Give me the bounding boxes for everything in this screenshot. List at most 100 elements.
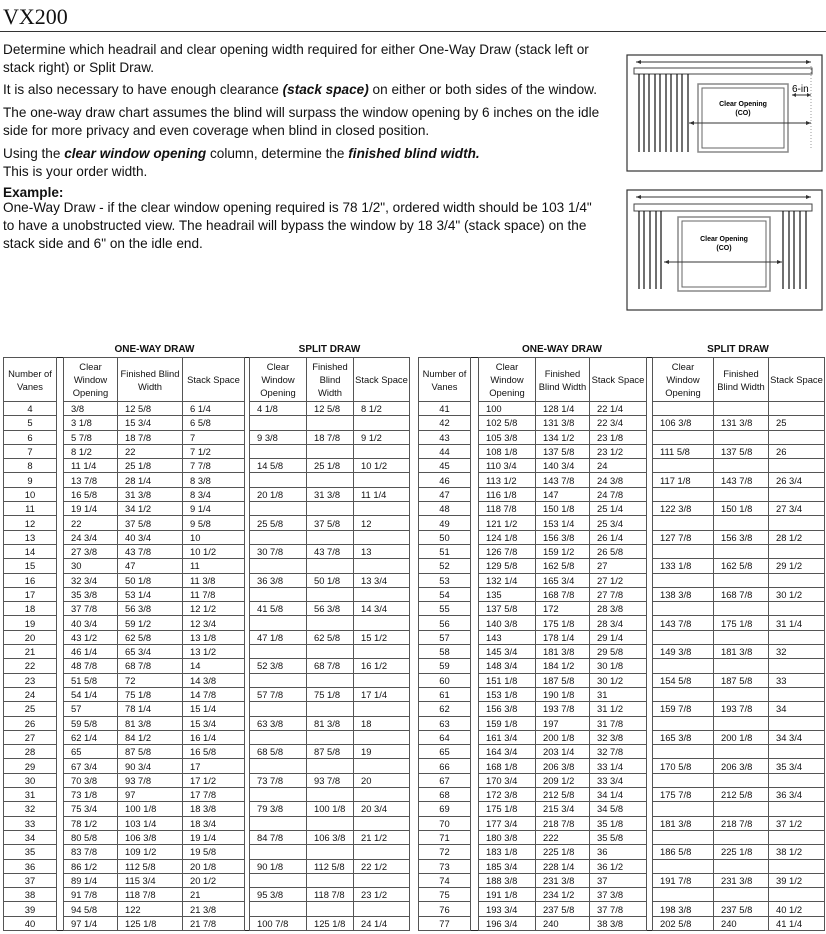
cell-vanes: 67 — [418, 772, 471, 789]
table-row: 48 118 7/8 150 1/8 25 1/4 122 3/8 150 1/8 27 3… — [418, 501, 825, 517]
table-row: 47 116 1/8 147 24 7/8 — [418, 486, 825, 503]
column-gap — [56, 916, 64, 931]
example-heading: Example: — [3, 185, 64, 200]
cell-split-finished-blind-width — [306, 844, 354, 860]
cell-split-stack-space — [768, 829, 825, 846]
table-row: 70 177 3/4 218 7/8 35 1/8 181 3/8 218 7/8 37 1… — [418, 815, 825, 831]
cell-split-finished-blind-width — [713, 887, 769, 903]
cell-split-clear-window-opening: 4 1/8 — [249, 400, 307, 417]
cell-one-way-stack-space: 24 7/8 — [589, 486, 647, 503]
cell-split-stack-space: 27 3/4 — [768, 501, 825, 517]
cell-vanes: 39 — [3, 901, 57, 917]
cell-split-clear-window-opening — [652, 744, 714, 760]
cell-split-stack-space: 21 1/2 — [353, 829, 410, 846]
cell-vanes: 10 — [3, 486, 57, 503]
cell-one-way-clear-window-opening: 110 3/4 — [478, 458, 536, 474]
cell-one-way-stack-space: 26 5/8 — [589, 543, 647, 560]
cell-vanes: 20 — [3, 629, 57, 646]
column-gap — [470, 472, 479, 488]
cell-split-stack-space: 18 — [353, 715, 410, 731]
cell-split-clear-window-opening — [652, 887, 714, 903]
cell-split-stack-space — [768, 887, 825, 903]
column-gap — [470, 730, 479, 745]
cell-one-way-stack-space: 11 7/8 — [182, 586, 245, 603]
cell-vanes: 28 — [3, 744, 57, 760]
cell-one-way-clear-window-opening: 70 3/8 — [63, 772, 118, 789]
cell-split-finished-blind-width: 18 7/8 — [306, 429, 354, 445]
column-gap — [56, 501, 64, 516]
cell-vanes: 33 — [3, 815, 57, 831]
cell-one-way-finished-blind-width: 31 3/8 — [117, 486, 183, 503]
column-gap — [470, 430, 479, 445]
cell-vanes: 9 — [3, 472, 57, 488]
cell-vanes: 29 — [3, 758, 57, 774]
cell-split-finished-blind-width — [713, 686, 769, 703]
cell-split-clear-window-opening: 30 7/8 — [249, 543, 307, 560]
table-row: 77 196 3/4 240 38 3/8 202 5/8 240 41 1/4 — [418, 915, 825, 931]
cell-split-clear-window-opening — [249, 586, 307, 603]
cell-split-finished-blind-width: 137 5/8 — [713, 443, 769, 460]
cell-one-way-finished-blind-width: 172 — [535, 601, 590, 617]
cell-vanes: 11 — [3, 501, 57, 517]
cell-vanes: 77 — [418, 915, 471, 931]
cell-one-way-stack-space: 23 1/8 — [589, 429, 647, 445]
column-gap — [56, 801, 64, 817]
column-gap — [470, 401, 479, 416]
cell-one-way-finished-blind-width: 237 5/8 — [535, 901, 590, 917]
column-gap — [56, 601, 64, 616]
intro-paragraph-2: It is also necessary to have enough clea… — [3, 81, 603, 99]
cell-split-finished-blind-width — [713, 400, 769, 417]
cell-one-way-stack-space: 32 3/8 — [589, 729, 647, 746]
column-gap — [470, 873, 479, 888]
cell-split-finished-blind-width — [713, 858, 769, 874]
table-row: 44 108 1/8 137 5/8 23 1/2 111 5/8 137 5/8 26 — [418, 443, 825, 460]
cell-one-way-clear-window-opening: 40 3/4 — [63, 615, 118, 631]
cell-split-finished-blind-width — [306, 415, 354, 431]
cell-vanes: 27 — [3, 729, 57, 746]
cell-vanes: 50 — [418, 529, 471, 545]
cell-one-way-stack-space: 35 5/8 — [589, 829, 647, 846]
window-frame — [677, 216, 771, 292]
cell-split-clear-window-opening: 106 3/8 — [652, 415, 714, 431]
table-row: 43 105 3/8 134 1/2 23 1/8 — [418, 429, 825, 445]
cell-one-way-clear-window-opening: 161 3/4 — [478, 729, 536, 746]
table-row: 65 164 3/4 203 1/4 32 7/8 — [418, 744, 825, 760]
cell-split-clear-window-opening: 36 3/8 — [249, 572, 307, 588]
header-one-way-stack-space: Stack Space — [182, 357, 245, 402]
cell-split-stack-space: 28 1/2 — [768, 529, 825, 545]
column-gap — [470, 830, 479, 845]
cell-split-finished-blind-width: 93 7/8 — [306, 772, 354, 789]
cell-split-finished-blind-width — [306, 529, 354, 545]
cell-one-way-stack-space: 12 1/2 — [182, 601, 245, 617]
cell-vanes: 43 — [418, 429, 471, 445]
cell-split-stack-space — [768, 486, 825, 503]
cell-one-way-stack-space: 31 1/2 — [589, 701, 647, 717]
table-row: 20 43 1/2 62 5/8 13 1/8 47 1/8 62 5/8 15 1/2 — [3, 629, 410, 646]
cell-vanes: 8 — [3, 458, 57, 474]
cell-one-way-stack-space: 27 1/2 — [589, 572, 647, 588]
cell-one-way-clear-window-opening: 108 1/8 — [478, 443, 536, 460]
cell-one-way-finished-blind-width: 106 3/8 — [117, 829, 183, 846]
cell-split-clear-window-opening: 68 5/8 — [249, 744, 307, 760]
cell-one-way-clear-window-opening: 48 7/8 — [63, 658, 118, 674]
cell-split-stack-space: 17 1/4 — [353, 686, 410, 703]
cell-one-way-clear-window-opening: 30 — [63, 558, 118, 574]
cell-one-way-finished-blind-width: 90 3/4 — [117, 758, 183, 774]
table-row: 73 185 3/4 228 1/4 36 1/2 — [418, 858, 825, 874]
column-gap — [56, 644, 64, 659]
cell-split-stack-space — [353, 701, 410, 717]
cell-one-way-finished-blind-width: 78 1/4 — [117, 701, 183, 717]
cell-one-way-stack-space: 6 1/4 — [182, 400, 245, 417]
cell-one-way-clear-window-opening: 62 1/4 — [63, 729, 118, 746]
cell-split-stack-space — [353, 558, 410, 574]
cell-one-way-stack-space: 9 1/4 — [182, 501, 245, 517]
table-row: 51 126 7/8 159 1/2 26 5/8 — [418, 543, 825, 560]
cell-one-way-finished-blind-width: 34 1/2 — [117, 501, 183, 517]
cell-one-way-stack-space: 29 5/8 — [589, 644, 647, 660]
table-row: 37 89 1/4 115 3/4 20 1/2 — [3, 872, 410, 889]
cell-one-way-stack-space: 14 — [182, 658, 245, 674]
column-gap — [56, 544, 64, 559]
cell-split-finished-blind-width — [306, 872, 354, 889]
table-row: 29 67 3/4 90 3/4 17 — [3, 758, 410, 774]
cell-one-way-finished-blind-width: 65 3/4 — [117, 644, 183, 660]
